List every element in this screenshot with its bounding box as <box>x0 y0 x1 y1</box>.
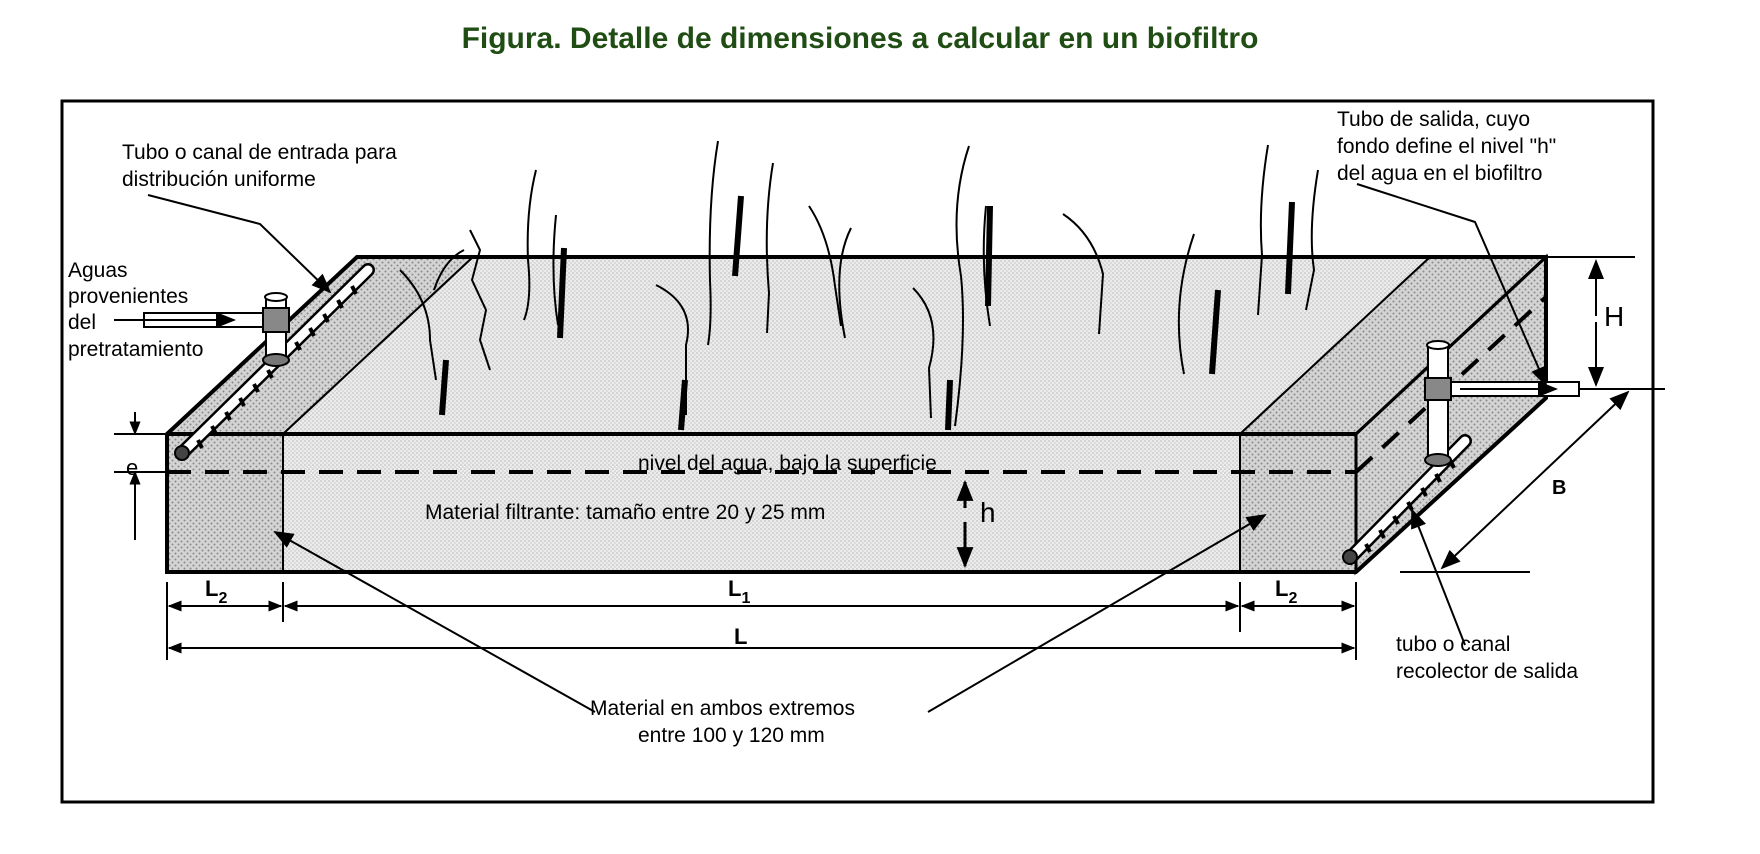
outlet-tube-leader <box>1356 183 1547 387</box>
dimension-e-label: e <box>126 455 138 480</box>
influent-label-line4: pretratamiento <box>68 338 203 361</box>
collector-label-line1: tubo o canal <box>1396 633 1510 656</box>
dimension-L2-left-label: L2 <box>205 576 227 607</box>
dimension-L2-right-label: L2 <box>1275 576 1297 607</box>
end-material-leader-right <box>927 513 1267 713</box>
dimension-L1-main: L <box>728 576 741 601</box>
dimension-L-label: L <box>734 624 747 649</box>
plant-dark-leaves <box>439 195 1295 431</box>
end-material-label-line2: entre 100 y 120 mm <box>638 724 825 747</box>
dimension-L1-sub: 1 <box>741 590 750 607</box>
dimension-B <box>1400 388 1665 573</box>
influent-label-line3: del <box>68 311 96 334</box>
influent-label-line2: provenientes <box>68 285 188 308</box>
inlet-pipe-leader <box>147 194 332 294</box>
dimension-L1-label: L1 <box>728 576 750 607</box>
dimension-L2-right-sub: 2 <box>1288 590 1297 607</box>
dimension-L2-right-main: L <box>1275 576 1288 601</box>
front-filter-material <box>282 433 1241 573</box>
plants <box>399 140 1319 427</box>
outlet-tube-label-line3: del agua en el biofiltro <box>1337 162 1542 185</box>
dimension-H-label: H <box>1604 301 1624 332</box>
filter-material-label: Material filtrante: tamaño entre 20 y 25… <box>425 501 825 524</box>
dimension-B-label: B <box>1552 477 1566 499</box>
end-material-label-line1: Material en ambos extremos <box>590 697 855 720</box>
dimension-h-label: h <box>980 497 996 528</box>
top-surface-filter <box>280 256 1433 435</box>
front-right-gravel <box>1239 433 1357 573</box>
dimension-L2-left-sub: 2 <box>218 590 227 607</box>
outlet-tube-label-line1: Tubo de salida, cuyo <box>1337 108 1530 131</box>
water-level-label: nivel del agua, bajo la superficie <box>638 452 937 475</box>
figure-title: Figura. Detalle de dimensiones a calcula… <box>461 22 1259 55</box>
end-material-leader-left <box>273 531 596 713</box>
back-right-edge <box>1354 255 1548 436</box>
collector-label-line2: recolector de salida <box>1396 660 1578 683</box>
collector-leader <box>1411 508 1466 646</box>
inlet-pipe-label-line2: distribución uniforme <box>122 168 316 191</box>
dimension-L2-left-main: L <box>205 576 218 601</box>
influent-label-line1: Aguas <box>68 259 128 282</box>
inlet-pipe-label-line1: Tubo o canal de entrada para <box>122 141 397 164</box>
dimension-e <box>114 412 167 540</box>
figure-frame <box>60 99 1655 804</box>
outlet-tube-label-line2: fondo define el nivel "h" <box>1337 135 1556 158</box>
dimension-lines-lengths <box>166 582 1357 660</box>
